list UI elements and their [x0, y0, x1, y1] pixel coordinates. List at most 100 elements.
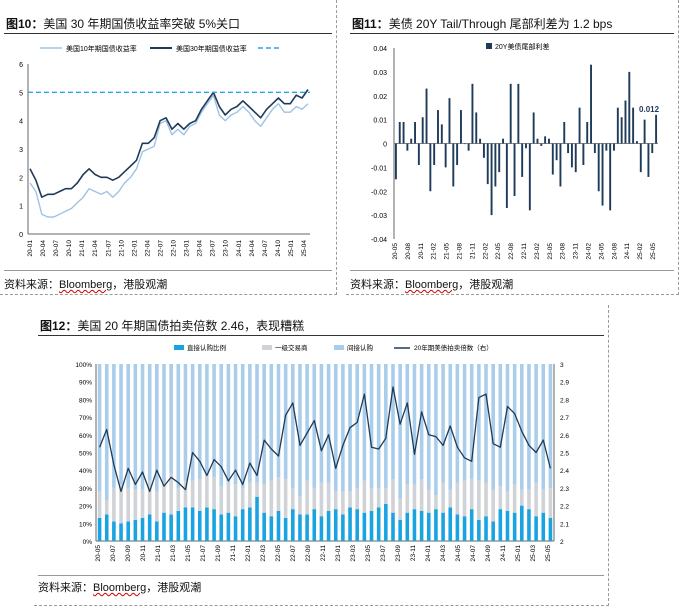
- bar-direct: [491, 521, 495, 541]
- y-tick-label: 0: [383, 142, 387, 149]
- bar-direct: [412, 509, 417, 541]
- bar: [471, 83, 474, 144]
- bar-primary-dealers: [119, 484, 123, 524]
- bar: [636, 141, 638, 144]
- figure-10-title-divider: [4, 33, 332, 34]
- figure-12-source-label: 资料来源：: [38, 582, 93, 594]
- bar-direct: [312, 509, 317, 541]
- bar-primary-dealers: [376, 487, 381, 508]
- bar: [525, 143, 527, 149]
- bar-direct: [405, 512, 410, 541]
- bar-direct: [119, 523, 123, 541]
- bar: [482, 143, 485, 158]
- bar-primary-dealers: [484, 482, 488, 517]
- bar: [647, 143, 650, 177]
- y-tick-label-left: 100%: [75, 362, 92, 369]
- bar-indirect: [548, 364, 553, 488]
- bar-indirect: [276, 364, 281, 478]
- bar: [494, 143, 497, 187]
- bar-primary-dealers: [434, 494, 438, 510]
- figure-10-title-prefix: 图10：: [6, 17, 44, 31]
- bar: [528, 143, 531, 211]
- bar-indirect: [534, 364, 538, 483]
- bar-primary-dealers: [176, 487, 181, 511]
- bar: [586, 122, 589, 144]
- figure-11-source-label: 资料来源：: [350, 279, 405, 291]
- x-tick-label: 24-05: [455, 545, 462, 562]
- bar-direct: [369, 510, 374, 541]
- bar-primary-dealers: [362, 480, 367, 513]
- y-tick-label: -0.02: [371, 189, 387, 196]
- figure-12-source: 资料来源：Bloomberg，港股观潮: [38, 579, 201, 595]
- bar-direct: [326, 510, 331, 541]
- bar-indirect: [412, 364, 417, 485]
- bar-direct: [262, 512, 266, 541]
- figure-11-source: 资料来源：Bloomberg，港股观潮: [350, 276, 513, 292]
- bar-indirect: [498, 364, 503, 487]
- bar-direct: [162, 512, 166, 541]
- bar-primary-dealers: [305, 480, 309, 515]
- bar-indirect: [341, 364, 345, 492]
- x-tick-label: 25-02: [637, 243, 644, 260]
- bar-indirect: [362, 364, 367, 481]
- series-line-0: [29, 94, 309, 218]
- x-tick-label: 24-03: [440, 545, 447, 562]
- legend-swatch-1: [262, 345, 272, 350]
- bar-primary-dealers: [104, 500, 109, 515]
- x-tick-label: 20-08: [405, 243, 412, 260]
- bar-primary-dealers: [197, 479, 202, 511]
- bar-direct: [104, 514, 109, 541]
- bar-direct: [269, 516, 274, 541]
- bar-primary-dealers: [291, 487, 295, 510]
- x-tick-label: 20-09: [125, 545, 132, 562]
- legend-label-1: 一级交易商: [275, 343, 308, 352]
- y-tick-label-left: 90%: [79, 380, 92, 387]
- bar: [551, 143, 554, 175]
- bar: [643, 119, 646, 144]
- x-tick-label: 21-07: [200, 545, 207, 562]
- x-tick-label: 22-01: [131, 240, 138, 257]
- figure-10-title: 图10：美国 30 年期国债收益率突破 5%关口: [6, 15, 240, 32]
- bar: [613, 143, 615, 151]
- bar-indirect: [233, 364, 238, 485]
- bar-indirect: [405, 364, 410, 485]
- bar-primary-dealers: [412, 484, 417, 510]
- bar-primary-dealers: [520, 489, 524, 506]
- x-tick-label: 24-02: [586, 243, 593, 260]
- y-tick-label-right: 2.6: [560, 433, 569, 440]
- x-tick-label: 20-10: [66, 240, 73, 257]
- bar-direct: [434, 509, 438, 541]
- bar-direct: [133, 519, 138, 541]
- bar-indirect: [219, 364, 224, 487]
- bar-primary-dealers: [190, 480, 195, 508]
- bar: [479, 138, 482, 144]
- bar: [440, 124, 443, 144]
- bar: [452, 143, 455, 187]
- bar-primary-dealers: [355, 487, 359, 510]
- bar-indirect: [434, 364, 438, 495]
- x-tick-label: 21-04: [92, 240, 99, 257]
- bar-direct: [126, 521, 130, 541]
- x-tick-label: 23-05: [547, 243, 554, 260]
- bar-direct: [384, 503, 388, 541]
- bar-primary-dealers: [112, 487, 116, 522]
- bar: [425, 88, 428, 144]
- y-tick-label: -0.03: [371, 213, 387, 220]
- y-tick-label: 0.03: [373, 70, 387, 77]
- x-tick-label: 23-07: [380, 545, 387, 562]
- bar-indirect: [269, 364, 274, 481]
- bar-indirect: [541, 364, 546, 490]
- y-tick-label-left: 10%: [79, 521, 92, 528]
- y-tick-label: 0: [19, 232, 23, 239]
- bar: [574, 143, 577, 173]
- y-tick-label-left: 60%: [79, 433, 92, 440]
- bar-direct: [441, 512, 445, 541]
- x-tick-label: 22-04: [144, 240, 151, 257]
- x-tick-label: 24-11: [500, 545, 507, 562]
- bar: [410, 138, 413, 144]
- bar-direct: [527, 509, 531, 541]
- bar-indirect: [355, 364, 359, 488]
- bar: [490, 143, 493, 216]
- bar-indirect: [369, 364, 374, 488]
- bar-direct: [419, 510, 424, 541]
